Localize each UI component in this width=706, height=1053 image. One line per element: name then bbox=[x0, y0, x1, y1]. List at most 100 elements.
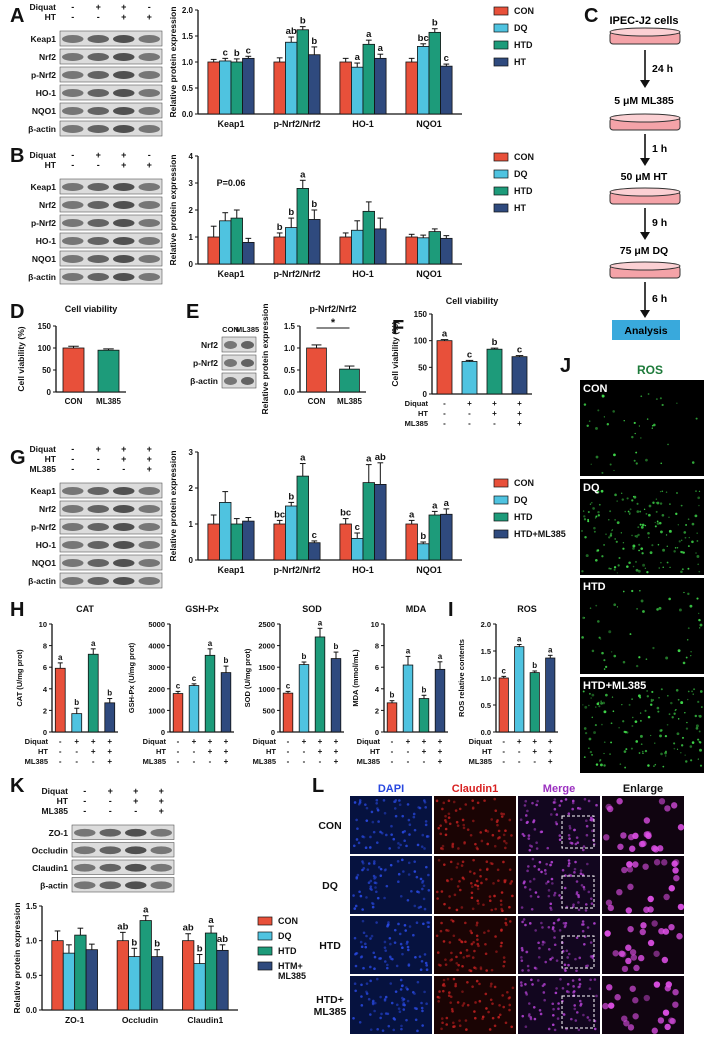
if-cell bbox=[437, 826, 441, 830]
category-label: HO-1 bbox=[352, 565, 374, 575]
if-cell bbox=[427, 873, 430, 877]
if-cell bbox=[445, 1016, 449, 1020]
if-cell bbox=[395, 1003, 399, 1007]
y-tick-label: 0 bbox=[47, 388, 52, 397]
if-cell bbox=[393, 807, 397, 810]
if-cell bbox=[588, 1018, 591, 1022]
if-cell bbox=[372, 951, 376, 955]
if-cell bbox=[567, 862, 571, 865]
header-sign: - bbox=[193, 757, 196, 766]
if-cell bbox=[487, 929, 490, 933]
ros-dot bbox=[673, 550, 676, 553]
if-cell bbox=[402, 1008, 406, 1011]
y-axis-label: Relative protein expression bbox=[12, 902, 22, 1013]
if-cell bbox=[503, 880, 507, 884]
if-cell bbox=[524, 982, 527, 986]
blot-band bbox=[221, 354, 257, 371]
bar bbox=[219, 502, 232, 561]
if-cell bbox=[627, 1024, 635, 1031]
ros-dot bbox=[605, 665, 608, 668]
sig-letter: ab bbox=[286, 26, 297, 37]
blot-header-label: HT bbox=[45, 12, 57, 22]
if-cell bbox=[595, 803, 598, 807]
if-cell bbox=[561, 950, 565, 953]
category-label: NQO1 bbox=[416, 269, 442, 279]
if-cell bbox=[454, 809, 458, 812]
y-tick-label: 150 bbox=[414, 310, 428, 319]
if-cell bbox=[573, 1007, 577, 1011]
if-cell bbox=[493, 797, 497, 801]
bar bbox=[273, 236, 286, 265]
if-cell bbox=[561, 986, 565, 990]
ros-dot bbox=[599, 760, 601, 762]
blot-band-label: ZO-1 bbox=[49, 828, 69, 838]
blot-band-label: Occludin bbox=[32, 845, 68, 855]
if-cell bbox=[571, 799, 575, 803]
if-cell bbox=[453, 1025, 456, 1028]
if-cell bbox=[482, 903, 485, 907]
if-cell bbox=[401, 830, 405, 834]
blot-header-sign: - bbox=[71, 2, 74, 12]
if-cell bbox=[472, 858, 475, 862]
ros-dot bbox=[687, 545, 690, 548]
ros-dot bbox=[583, 756, 586, 759]
ros-dot bbox=[600, 700, 603, 703]
if-cell bbox=[554, 820, 558, 824]
if-cell bbox=[379, 995, 382, 999]
blot-band bbox=[59, 214, 163, 231]
ros-dot bbox=[629, 633, 632, 636]
sig-letter: c bbox=[192, 674, 197, 683]
ros-dot bbox=[584, 535, 587, 539]
bar bbox=[151, 956, 164, 1011]
blot-header-sign: + bbox=[133, 786, 138, 796]
if-cell bbox=[502, 860, 505, 864]
if-cell bbox=[369, 885, 373, 888]
if-cell bbox=[469, 929, 472, 933]
if-cell bbox=[464, 1019, 468, 1022]
if-cell bbox=[360, 945, 364, 949]
if-cell bbox=[421, 833, 425, 837]
y-tick-label: 1.0 bbox=[26, 937, 38, 946]
sig-letter: b bbox=[288, 491, 294, 502]
blot-header-sign: - bbox=[97, 454, 100, 464]
legend-label: DQ bbox=[514, 23, 528, 33]
if-cell bbox=[558, 838, 562, 842]
y-tick-label: 0 bbox=[375, 728, 379, 737]
if-cell bbox=[467, 954, 471, 958]
if-cell bbox=[560, 799, 563, 803]
if-cell bbox=[532, 819, 536, 822]
if-cell bbox=[466, 980, 469, 984]
if-cell bbox=[521, 969, 524, 972]
if-cell bbox=[573, 871, 576, 874]
if-cell bbox=[558, 804, 562, 807]
ros-dot bbox=[668, 529, 672, 533]
if-cell bbox=[580, 883, 584, 887]
if-cell bbox=[457, 847, 460, 850]
ros-dot bbox=[660, 752, 663, 756]
if-cell bbox=[576, 806, 580, 810]
blot-band bbox=[59, 554, 163, 571]
blot-band-label: HO-1 bbox=[36, 236, 57, 246]
if-cell bbox=[359, 894, 363, 898]
if-cell bbox=[618, 950, 625, 957]
ros-dot bbox=[582, 510, 585, 512]
if-cell bbox=[386, 963, 389, 967]
blot-lane-label: CON bbox=[222, 325, 239, 334]
legend-label: HTD bbox=[514, 186, 533, 196]
category-label: Occludin bbox=[122, 1015, 158, 1025]
if-cell bbox=[365, 896, 368, 899]
bar bbox=[308, 219, 321, 265]
y-tick-label: 2 bbox=[189, 484, 194, 493]
if-cell bbox=[483, 799, 486, 802]
if-cell bbox=[422, 922, 425, 926]
category-label: p-Nrf2/Nrf2 bbox=[273, 119, 320, 129]
if-column-label: Merge bbox=[543, 783, 575, 795]
if-cell bbox=[677, 824, 685, 831]
y-tick-label: 100 bbox=[414, 337, 428, 346]
chart-title: MDA bbox=[406, 604, 427, 614]
if-cell bbox=[361, 908, 364, 911]
blot-band-label: Keap1 bbox=[30, 182, 56, 192]
ros-dot bbox=[640, 599, 644, 603]
header-sign: - bbox=[518, 747, 521, 756]
header-sign: + bbox=[422, 747, 427, 756]
